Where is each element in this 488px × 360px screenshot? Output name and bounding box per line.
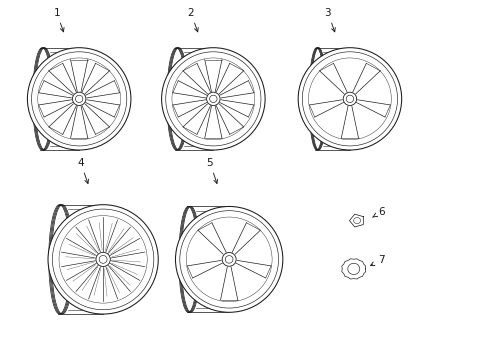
Text: 7: 7 — [370, 255, 384, 266]
Ellipse shape — [175, 207, 282, 312]
Ellipse shape — [206, 92, 220, 105]
Text: 6: 6 — [372, 207, 384, 217]
Ellipse shape — [48, 205, 158, 314]
Ellipse shape — [75, 95, 82, 103]
Ellipse shape — [72, 92, 86, 105]
Ellipse shape — [96, 252, 110, 266]
Ellipse shape — [298, 48, 401, 150]
Ellipse shape — [343, 92, 356, 105]
Ellipse shape — [99, 256, 107, 263]
Ellipse shape — [225, 256, 232, 263]
Ellipse shape — [27, 48, 131, 150]
Text: 3: 3 — [324, 8, 335, 32]
Ellipse shape — [161, 48, 264, 150]
Ellipse shape — [346, 95, 353, 103]
Ellipse shape — [353, 217, 360, 224]
Ellipse shape — [222, 252, 236, 266]
Text: 1: 1 — [53, 8, 64, 32]
Text: 2: 2 — [187, 8, 198, 32]
Ellipse shape — [347, 263, 359, 275]
Text: 5: 5 — [206, 158, 217, 184]
Text: 4: 4 — [77, 158, 88, 184]
Ellipse shape — [209, 95, 217, 103]
